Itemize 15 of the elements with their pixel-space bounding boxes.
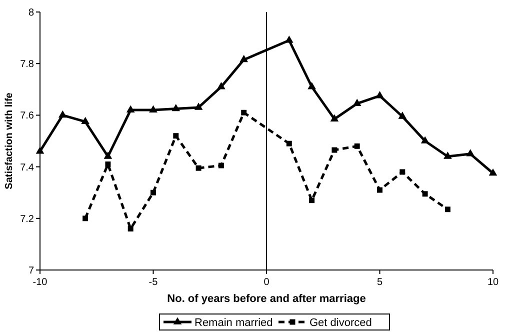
x-axis-title: No. of years before and after marriage — [167, 293, 366, 305]
y-tick-label: 7.6 — [20, 110, 34, 122]
x-tick-label: -10 — [32, 277, 48, 288]
y-tick-label: 7.2 — [20, 214, 34, 225]
legend-label: Get divorced — [310, 317, 372, 329]
y-axis-title: Satisfaction with life — [4, 92, 15, 190]
y-tick-label: 8 — [28, 8, 34, 18]
y-tick-label: 7.4 — [20, 162, 34, 174]
x-tick-label: 10 — [487, 277, 499, 288]
x-tick-label: 5 — [376, 277, 383, 288]
x-tick-label: 0 — [264, 277, 270, 288]
y-tick-label: 7.8 — [20, 59, 34, 70]
legend-label: Remain married — [194, 317, 273, 329]
x-tick-label: -5 — [148, 277, 158, 288]
y-tick-label: 7 — [28, 266, 34, 276]
